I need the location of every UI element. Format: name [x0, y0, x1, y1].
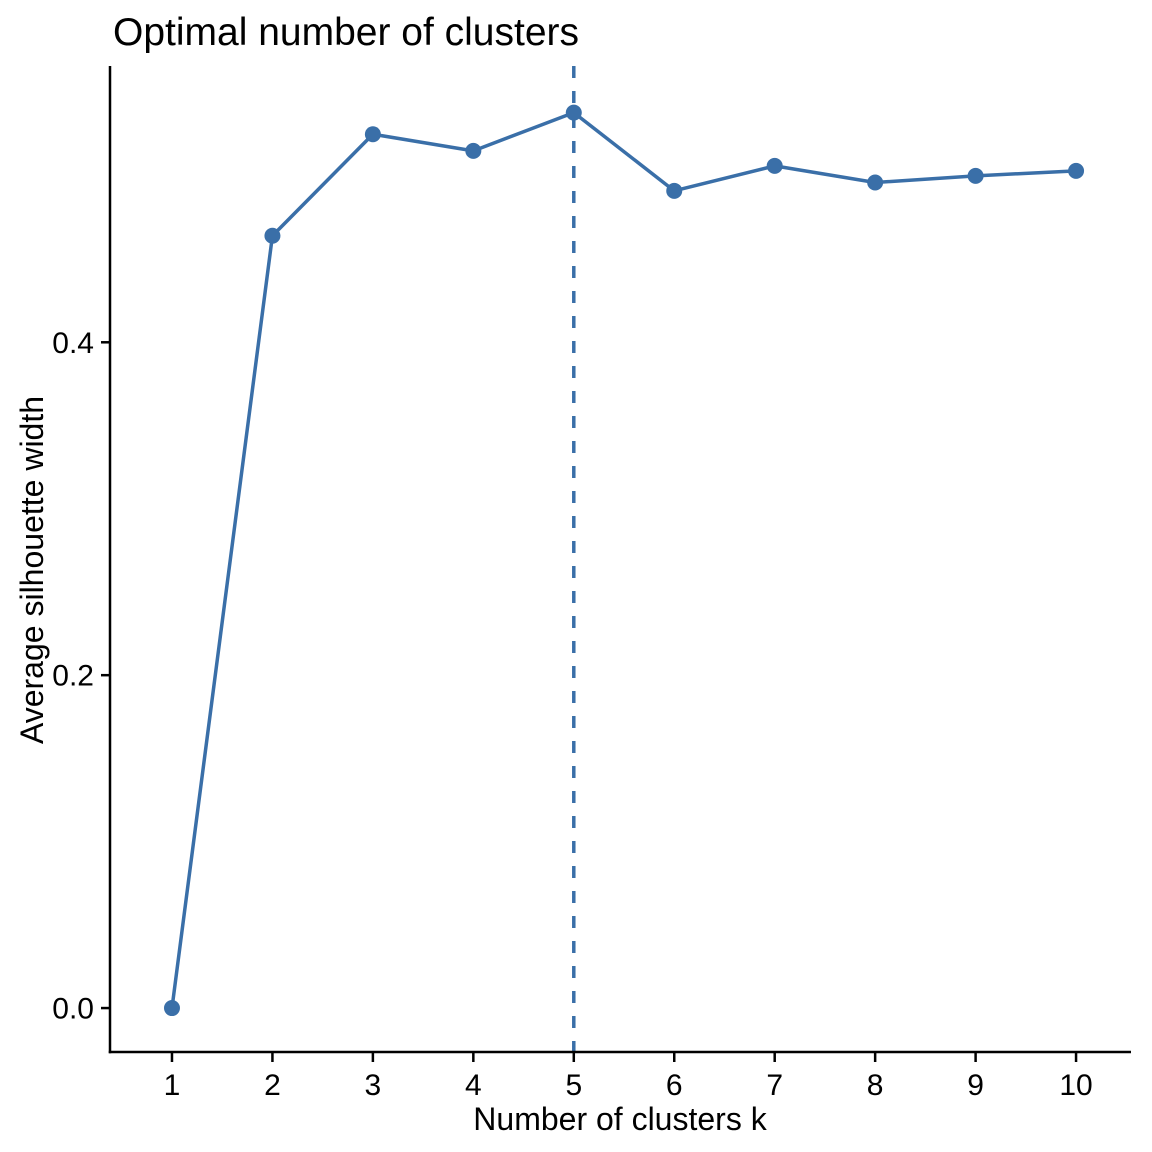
y-axis-title: Average silhouette width [14, 396, 50, 744]
silhouette-line [170, 110, 1078, 1010]
data-point-k1 [163, 1000, 180, 1017]
x-tick-label-9: 9 [967, 1069, 984, 1102]
data-point-k9 [967, 167, 984, 184]
x-tick-label-1: 1 [164, 1069, 181, 1102]
chart-title: Optimal number of clusters [113, 11, 579, 54]
x-tick-label-7: 7 [766, 1069, 783, 1102]
x-tick-label-5: 5 [565, 1069, 582, 1102]
data-point-k2 [264, 227, 281, 244]
x-axis-title: Number of clusters k [473, 1101, 767, 1137]
y-tick-label-0.4: 0.4 [52, 327, 94, 360]
x-tick-label-8: 8 [867, 1069, 884, 1102]
y-tick-label-0.2: 0.2 [52, 660, 94, 693]
x-tick-label-6: 6 [666, 1069, 683, 1102]
data-point-k7 [766, 157, 783, 174]
y-tick-label-0.0: 0.0 [52, 993, 94, 1026]
data-point-k5 [565, 104, 582, 121]
plot-layers: 0.0 0.2 0.4 1 2 3 4 5 6 7 8 9 10 [52, 66, 1131, 1102]
data-point-k8 [867, 174, 884, 191]
x-tick-label-2: 2 [264, 1069, 281, 1102]
data-point-k3 [364, 126, 381, 143]
x-tick-label-10: 10 [1059, 1069, 1092, 1102]
data-point-k4 [465, 142, 482, 159]
x-tick-label-3: 3 [365, 1069, 382, 1102]
data-point-k10 [1068, 162, 1085, 179]
data-point-k6 [666, 182, 683, 199]
x-tick-label-4: 4 [465, 1069, 482, 1102]
